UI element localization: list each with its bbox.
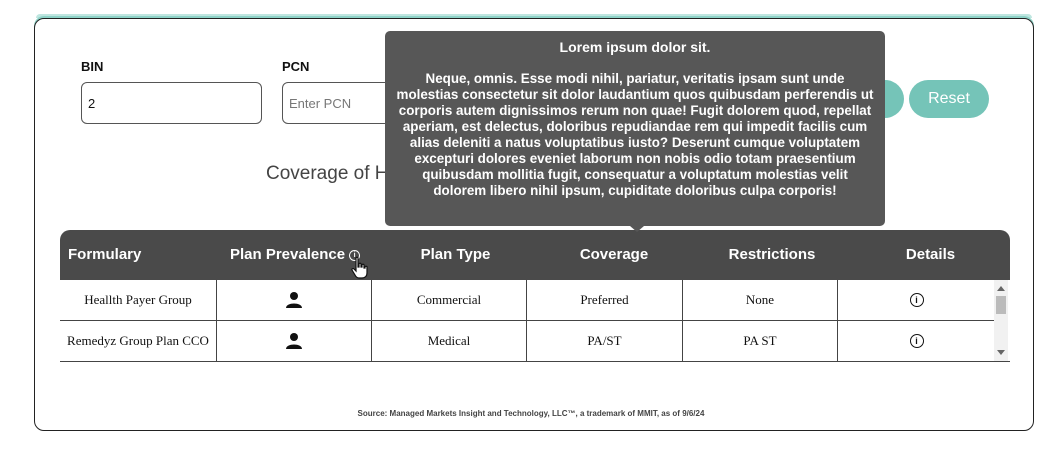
table-body[interactable]: Heallth Payer Group Commercial Preferred…: [60, 280, 1010, 362]
details-info-icon[interactable]: i: [909, 293, 924, 307]
pcn-input[interactable]: [282, 82, 402, 124]
details-info-icon[interactable]: i: [909, 334, 924, 348]
reset-button[interactable]: Reset: [909, 80, 989, 118]
scrollbar-thumb[interactable]: [996, 296, 1006, 314]
tooltip-title: Lorem ipsum dolor sit.: [559, 39, 711, 55]
plan-prevalence-tooltip: Lorem ipsum dolor sit. Neque, omnis. Ess…: [385, 31, 885, 226]
cell-coverage: PA/ST: [526, 321, 682, 361]
cell-restrictions: None: [682, 280, 837, 320]
header-coverage[interactable]: Coverage: [579, 246, 649, 263]
header-details[interactable]: Details: [905, 246, 956, 263]
scroll-up-arrow-icon[interactable]: [997, 286, 1005, 291]
section-title: Coverage of H: [266, 163, 389, 184]
table-scrollbar[interactable]: [994, 280, 1008, 361]
scroll-down-arrow-icon[interactable]: [997, 350, 1005, 355]
tooltip-arrow: [630, 226, 644, 232]
cell-formulary: Remedyz Group Plan CCO: [67, 333, 209, 348]
cell-plan-prevalence: [216, 321, 371, 361]
cell-coverage: Preferred: [526, 280, 682, 320]
cell-plan-prevalence: [216, 280, 371, 320]
cell-details: i: [837, 321, 995, 361]
header-formulary[interactable]: Formulary: [68, 246, 142, 263]
plan-prevalence-info-icon[interactable]: i: [349, 249, 361, 261]
header-plan-prevalence-label: Plan Prevalence: [230, 246, 346, 263]
person-icon: [286, 292, 302, 308]
coverage-table: Formulary Plan Prevalence i Plan Type Cov…: [60, 230, 1010, 362]
cell-formulary: Heallth Payer Group: [84, 292, 192, 307]
header-plan-type[interactable]: Plan Type: [420, 246, 491, 263]
hand-pointer-icon: [351, 256, 368, 279]
header-restrictions[interactable]: Restrictions: [728, 246, 816, 263]
tooltip-body: Neque, omnis. Esse modi nihil, pariatur,…: [396, 71, 874, 198]
bin-input[interactable]: [81, 82, 262, 124]
cell-plan-type: Medical: [371, 321, 526, 361]
table-header: Formulary Plan Prevalence i Plan Type Cov…: [60, 230, 1010, 280]
cell-details: i: [837, 280, 995, 320]
pcn-label: PCN: [282, 59, 310, 74]
source-footnote: Source: Managed Markets Insight and Tech…: [357, 409, 705, 418]
cell-restrictions: PA ST: [682, 321, 837, 361]
table-row: Remedyz Group Plan CCO Medical PA/ST PA …: [60, 321, 995, 361]
bin-label: BIN: [81, 59, 104, 74]
table-row: Heallth Payer Group Commercial Preferred…: [60, 280, 995, 321]
header-plan-prevalence[interactable]: Plan Prevalence i: [230, 230, 380, 280]
cell-plan-type: Commercial: [371, 280, 526, 320]
person-icon: [286, 333, 302, 349]
card-top-accent: [36, 14, 1032, 18]
